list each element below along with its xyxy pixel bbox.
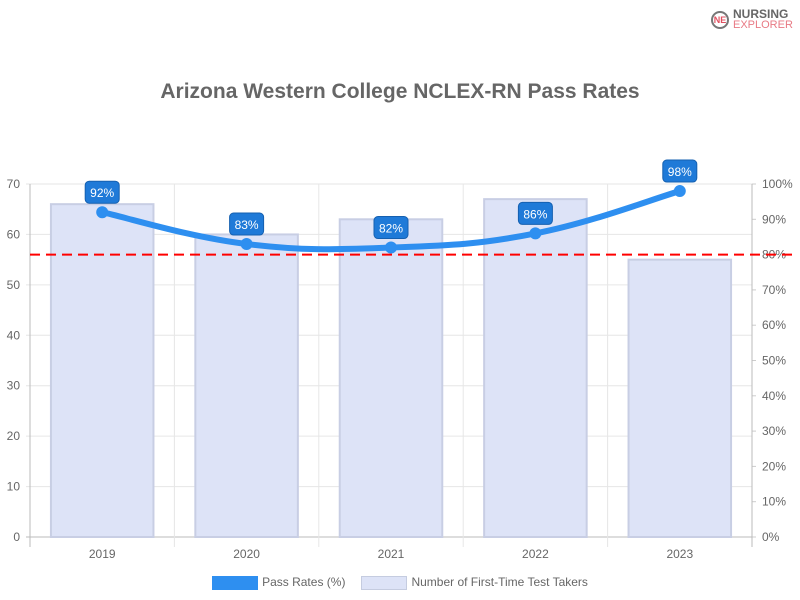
chart-title: Arizona Western College NCLEX-RN Pass Ra…: [160, 80, 640, 103]
data-label: 98%: [668, 165, 692, 179]
left-tick-label: 50: [7, 278, 21, 292]
right-tick-label: 70%: [762, 283, 786, 297]
bar-2022: [483, 198, 588, 538]
legend: Pass Rates (%) Number of First-Time Test…: [0, 575, 800, 590]
right-tick-label: 40%: [762, 389, 786, 403]
data-label-box: [229, 212, 265, 236]
data-label-box: [84, 180, 120, 204]
right-tick-label: 10%: [762, 495, 786, 509]
logo-icon: NE: [711, 11, 729, 29]
x-tick-label: 2022: [522, 547, 549, 561]
data-label: 86%: [523, 207, 547, 221]
bar-2019: [49, 203, 155, 539]
legend-label: Number of First-Time Test Takers: [411, 575, 588, 589]
right-tick-label: 100%: [762, 177, 793, 191]
bar-2021: [338, 218, 444, 539]
right-tick-label: 90%: [762, 212, 786, 226]
pass-rate-point: [385, 241, 397, 254]
pass-rate-point: [673, 185, 686, 198]
nursing-explorer-logo: NE NURSING EXPLORER: [711, 7, 793, 31]
x-tick-label: 2023: [666, 547, 693, 561]
bar-2023: [627, 258, 733, 538]
right-tick-label: 50%: [762, 354, 786, 368]
legend-label: Pass Rates (%): [262, 575, 346, 589]
data-label: 92%: [90, 186, 114, 200]
right-tick-label: 20%: [762, 459, 786, 473]
right-tick-label: 30%: [762, 424, 786, 438]
right-tick-label: 0%: [762, 530, 780, 544]
x-tick-label: 2021: [378, 547, 405, 561]
data-label: 83%: [235, 218, 259, 232]
legend-item-test-takers[interactable]: Number of First-Time Test Takers: [361, 575, 588, 590]
pass-rate-point: [96, 206, 109, 219]
left-tick-label: 20: [7, 429, 21, 443]
data-label: 82%: [379, 222, 403, 236]
right-tick-label: 60%: [762, 318, 786, 332]
bar-2020: [194, 233, 299, 539]
left-tick-label: 70: [7, 177, 21, 191]
left-tick-label: 30: [7, 379, 21, 393]
left-tick-label: 40: [7, 328, 21, 342]
left-tick-label: 10: [7, 480, 21, 494]
data-label-box: [662, 159, 698, 183]
pass-rate-point: [240, 238, 253, 251]
x-tick-label: 2019: [89, 547, 116, 561]
left-tick-label: 60: [7, 227, 21, 241]
data-label-box: [373, 216, 409, 240]
pass-rate-point: [529, 227, 542, 240]
legend-item-pass-rates[interactable]: Pass Rates (%): [212, 575, 345, 590]
logo-line1: NURSING: [733, 7, 789, 21]
x-tick-label: 2020: [233, 547, 260, 561]
data-label-box: [517, 201, 553, 225]
logo-line2: EXPLORER: [733, 19, 793, 31]
left-tick-label: 0: [13, 530, 20, 544]
